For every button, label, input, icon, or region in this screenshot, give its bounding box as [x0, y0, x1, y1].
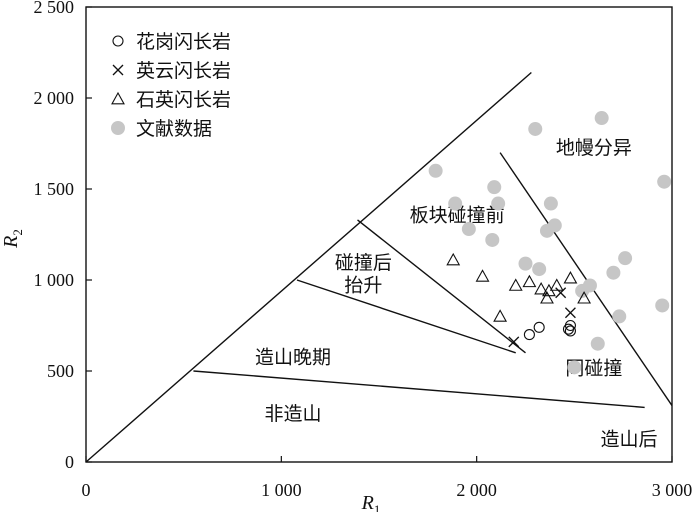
quartz-diorite-point [522, 274, 537, 288]
literature-data-point [594, 111, 609, 126]
y-tick-label: 2 500 [34, 0, 75, 17]
literature-data-point [612, 309, 627, 324]
field-boundary-line [193, 370, 645, 409]
tonalite-point-stroke [508, 336, 520, 348]
legend-marker-literature-data-point [111, 121, 125, 135]
y-tick-label: 1 000 [34, 270, 75, 290]
quartz-diorite-point [534, 281, 549, 295]
legend-marker-quartz-diorite-point [111, 91, 125, 105]
literature-data-point [485, 232, 500, 247]
x-axis-title: R1 [361, 492, 381, 512]
region-label: 造山晚期 [255, 346, 331, 368]
region-label: 板块碰撞前 [410, 204, 505, 226]
literature-data-point [448, 196, 463, 211]
quartz-diorite-point [475, 269, 490, 282]
literature-data-point [518, 256, 533, 271]
field-boundary-line [296, 279, 516, 354]
granodiorite-point [523, 329, 535, 341]
legend-marker-tonalite-point-stroke [112, 64, 124, 76]
region-label: 非造山 [265, 403, 322, 425]
literature-data-point [606, 265, 621, 280]
y-tick-label: 2 000 [34, 88, 75, 108]
y-tick-label: 500 [47, 361, 74, 381]
x-axis-title-main: R [361, 492, 374, 512]
quartz-diorite-point [540, 291, 554, 304]
literature-data-point [528, 121, 543, 136]
literature-data-point [655, 298, 670, 313]
literature-data-point [657, 174, 672, 189]
tonalite-point-stroke [564, 307, 576, 319]
tonalite-point [564, 307, 576, 319]
y-axis-title-main: R [0, 236, 22, 249]
y-axis-title: R2 [0, 229, 25, 249]
quartz-diorite-point [446, 252, 461, 266]
tonalite-point [555, 287, 567, 299]
y-tick-label: 1 500 [34, 179, 75, 199]
quartz-diorite-point [577, 291, 592, 304]
granodiorite-point [564, 319, 576, 332]
legend-label: 文献数据 [136, 118, 212, 140]
plot-frame [85, 6, 673, 463]
region-label: 地幔分异 [556, 137, 632, 159]
legend-label: 英云闪长岩 [136, 60, 231, 82]
literature-data-point [582, 278, 597, 293]
x-axis-title-sub: 1 [374, 502, 381, 512]
quartz-diorite-point [508, 278, 523, 291]
legend-marker-granodiorite-point [112, 35, 124, 47]
tonalite-point-stroke [555, 287, 567, 299]
literature-data-point [590, 336, 605, 351]
y-tick-label: 0 [65, 452, 74, 472]
literature-data-point [567, 360, 582, 375]
literature-data-point [491, 196, 506, 211]
marker-layer [428, 111, 672, 375]
granodiorite-point [564, 325, 576, 337]
field-boundary-line [499, 152, 673, 406]
granodiorite-point [533, 321, 545, 333]
region-label: 抬升 [344, 275, 382, 297]
literature-data-point [461, 222, 476, 237]
boundary-layer [85, 71, 673, 463]
literature-data-point [487, 180, 502, 195]
x-tick-label: 2 000 [456, 480, 497, 500]
legend-label: 石英闪长岩 [136, 89, 231, 111]
y-axis-title-sub: 2 [10, 229, 25, 236]
literature-data-point [543, 196, 558, 211]
x-tick-label: 0 [82, 480, 91, 500]
x-tick-label: 3 000 [652, 480, 693, 500]
literature-data-point [547, 218, 562, 233]
quartz-diorite-point [563, 271, 578, 284]
tonalite-point [508, 336, 520, 348]
region-label: 造山后 [601, 428, 658, 450]
legend-label: 花岗闪长岩 [136, 31, 231, 53]
legend-marker-tonalite-point [112, 64, 124, 76]
region-label: 碰撞后 [335, 252, 392, 274]
quartz-diorite-point [493, 309, 508, 322]
field-boundary-line [357, 219, 526, 354]
literature-data-point [618, 251, 633, 266]
quartz-diorite-point [549, 278, 564, 291]
field-boundary-line [85, 71, 532, 463]
x-tick-label: 1 000 [261, 480, 302, 500]
literature-data-point [428, 163, 443, 178]
literature-data-point [532, 262, 547, 277]
